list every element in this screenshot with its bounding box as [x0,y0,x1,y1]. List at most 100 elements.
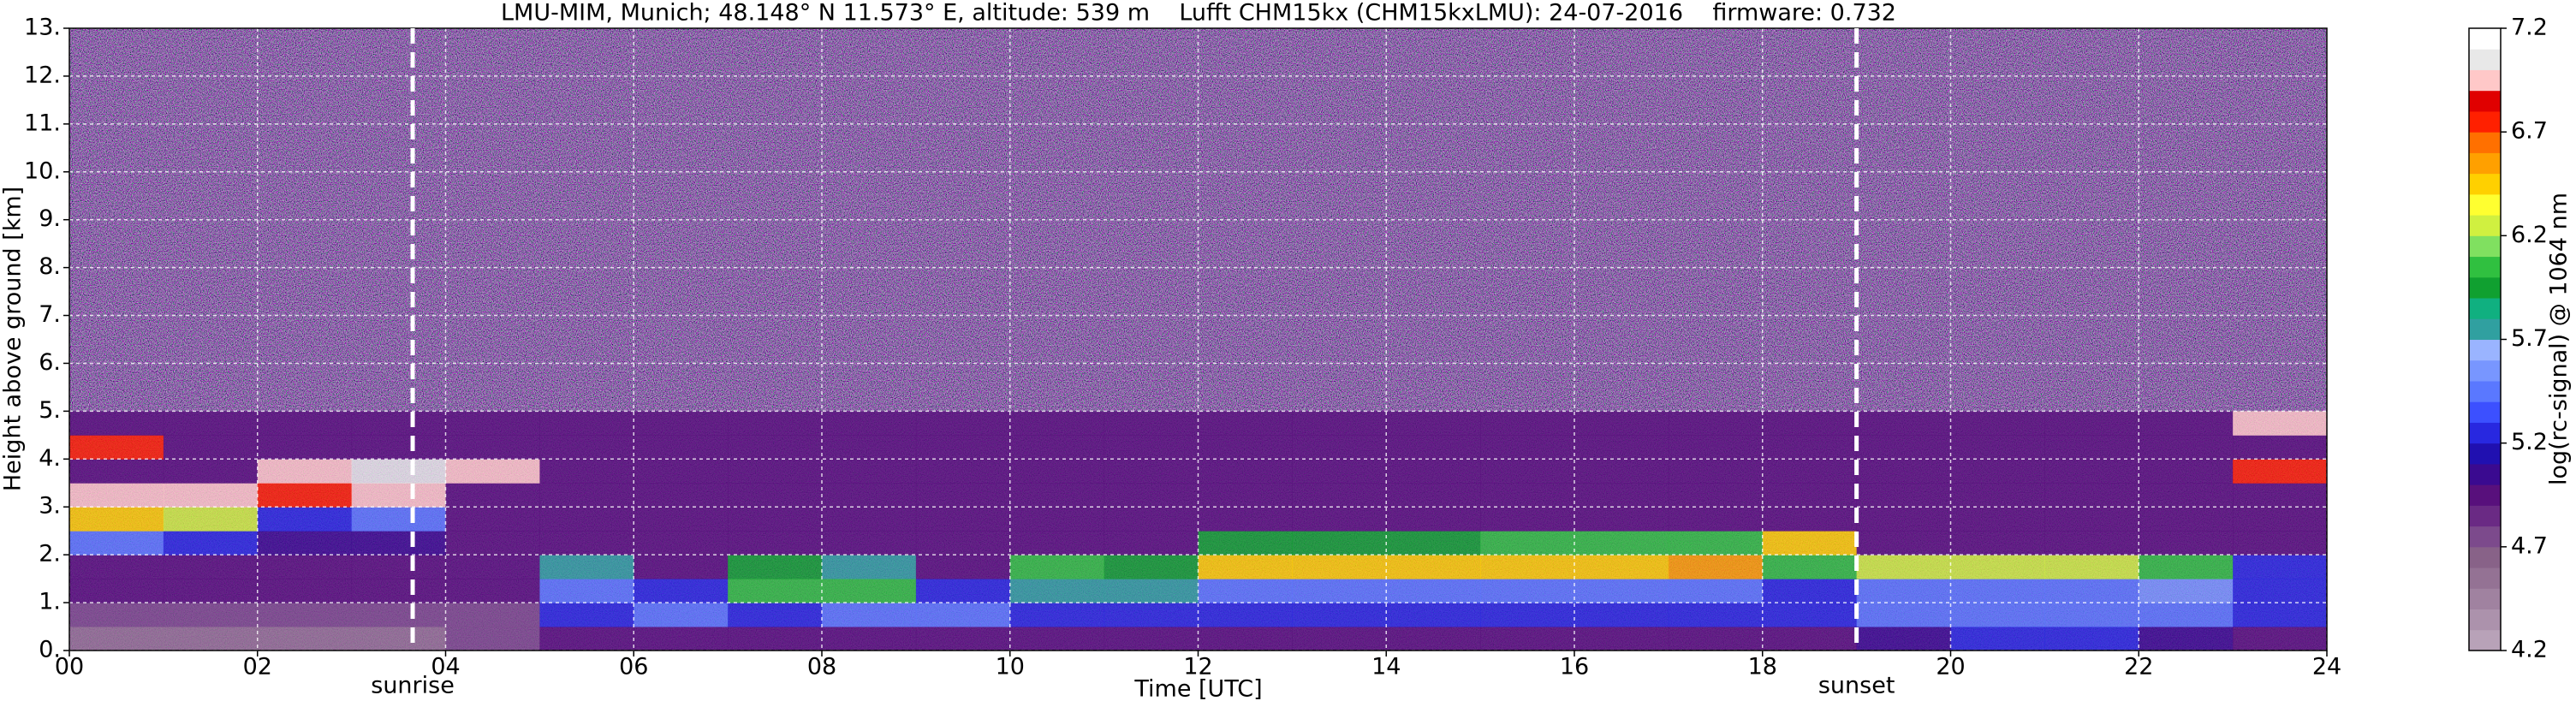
heatmap-cell [257,507,353,532]
x-tick-label: 18 [1748,654,1777,680]
heatmap-cell [1292,531,1387,556]
heatmap-cell [257,459,353,484]
heatmap-cell [1480,579,1575,603]
heatmap-cell [257,411,353,436]
heatmap-cell [2139,459,2234,484]
heatmap-cell [69,603,164,627]
heatmap-cell [69,555,164,579]
heatmap-cell [351,627,446,651]
heatmap-cell [1574,435,1669,460]
colorbar-swatch [2469,422,2501,444]
heatmap-cell [1950,507,2045,532]
heatmap-cell [351,555,446,579]
heatmap-cell [1480,531,1575,556]
heatmap-cell [1104,483,1199,508]
heatmap-cell [351,507,446,532]
heatmap-cell [1292,603,1387,627]
heatmap-cell [2139,435,2234,460]
heatmap-cell [1856,627,1951,651]
heatmap-cell [1198,627,1293,651]
heatmap-cell [539,603,634,627]
y-tick-label: 10. [24,157,61,184]
heatmap-cell [728,483,823,508]
heatmap-cell [2139,603,2234,627]
heatmap-cell [1198,483,1293,508]
heatmap-cell [1198,507,1293,532]
heatmap-cell [634,411,729,436]
y-tick-label: 8. [39,253,61,280]
heatmap-cell [1104,459,1199,484]
heatmap-cell [445,579,540,603]
heatmap-cell [1386,627,1481,651]
heatmap-cell [1009,459,1105,484]
colorbar-swatch [2469,380,2501,402]
heatmap-cell [728,411,823,436]
heatmap-cell [634,435,729,460]
colorbar-tick-label: 7.2 [2511,15,2548,41]
heatmap-cell [2233,507,2327,532]
heatmap-cell [1104,603,1199,627]
heatmap-cell [1386,603,1481,627]
heatmap-cell [1762,459,1858,484]
heatmap-cell [822,507,917,532]
heatmap-cell [257,435,353,460]
x-tick-label: 08 [807,654,836,680]
heatmap-cell [1574,483,1669,508]
heatmap-cell [445,531,540,556]
x-tick-label: 24 [2312,654,2341,680]
heatmap-cell [1762,531,1858,556]
colorbar-tick-label: 5.2 [2511,429,2548,455]
heatmap-cell [1574,459,1669,484]
heatmap-cell [1762,411,1858,436]
colorbar-swatch [2469,505,2501,527]
heatmap-cell [1104,411,1199,436]
heatmap-cell [634,579,729,603]
heatmap-cell [445,507,540,532]
heatmap-cell [822,483,917,508]
heatmap-cell [634,507,729,532]
heatmap-cell [163,627,259,651]
colorbar-swatch [2469,359,2501,382]
heatmap-cell [539,579,634,603]
heatmap-cell [1668,435,1764,460]
heatmap-cell [69,411,164,436]
colorbar-tick-label: 4.2 [2511,637,2548,663]
heatmap-cell [69,483,164,508]
heatmap-cell [2044,483,2139,508]
x-tick-label: 12 [1183,654,1212,680]
heatmap-cell [445,603,540,627]
colorbar-swatch [2469,193,2501,216]
colorbar-swatch [2469,339,2501,361]
heatmap-cell [2233,555,2327,579]
heatmap-cell [445,555,540,579]
heatmap-cell [163,507,259,532]
heatmap-cell [1480,411,1575,436]
heatmap-cell [1104,627,1199,651]
heatmap-cell [2233,579,2327,603]
heatmap-cell [2044,507,2139,532]
heatmap-cell [2044,555,2139,579]
colorbar-swatch [2469,173,2501,195]
heatmap-cell [1574,507,1669,532]
y-tick-label: 5. [39,397,61,424]
heatmap-cell [539,555,634,579]
heatmap-cell [634,531,729,556]
y-tick-label: 12. [24,62,61,88]
heatmap-cell [728,579,823,603]
x-tick-label: 04 [431,654,460,680]
heatmap-cell [1198,435,1293,460]
heatmap-cell [2233,531,2327,556]
heatmap-cell [1574,603,1669,627]
heatmap-cell [915,531,1011,556]
heatmap-cell [163,579,259,603]
heatmap-cell [2139,411,2234,436]
heatmap-cell [1762,627,1858,651]
heatmap-cell [1668,627,1764,651]
heatmap-cell [351,579,446,603]
heatmap-cell [915,579,1011,603]
heatmap-cell [69,507,164,532]
heatmap-cell [2044,411,2139,436]
heatmap-cell [822,555,917,579]
heatmap-cell [163,411,259,436]
heatmap-cell [1856,507,1951,532]
